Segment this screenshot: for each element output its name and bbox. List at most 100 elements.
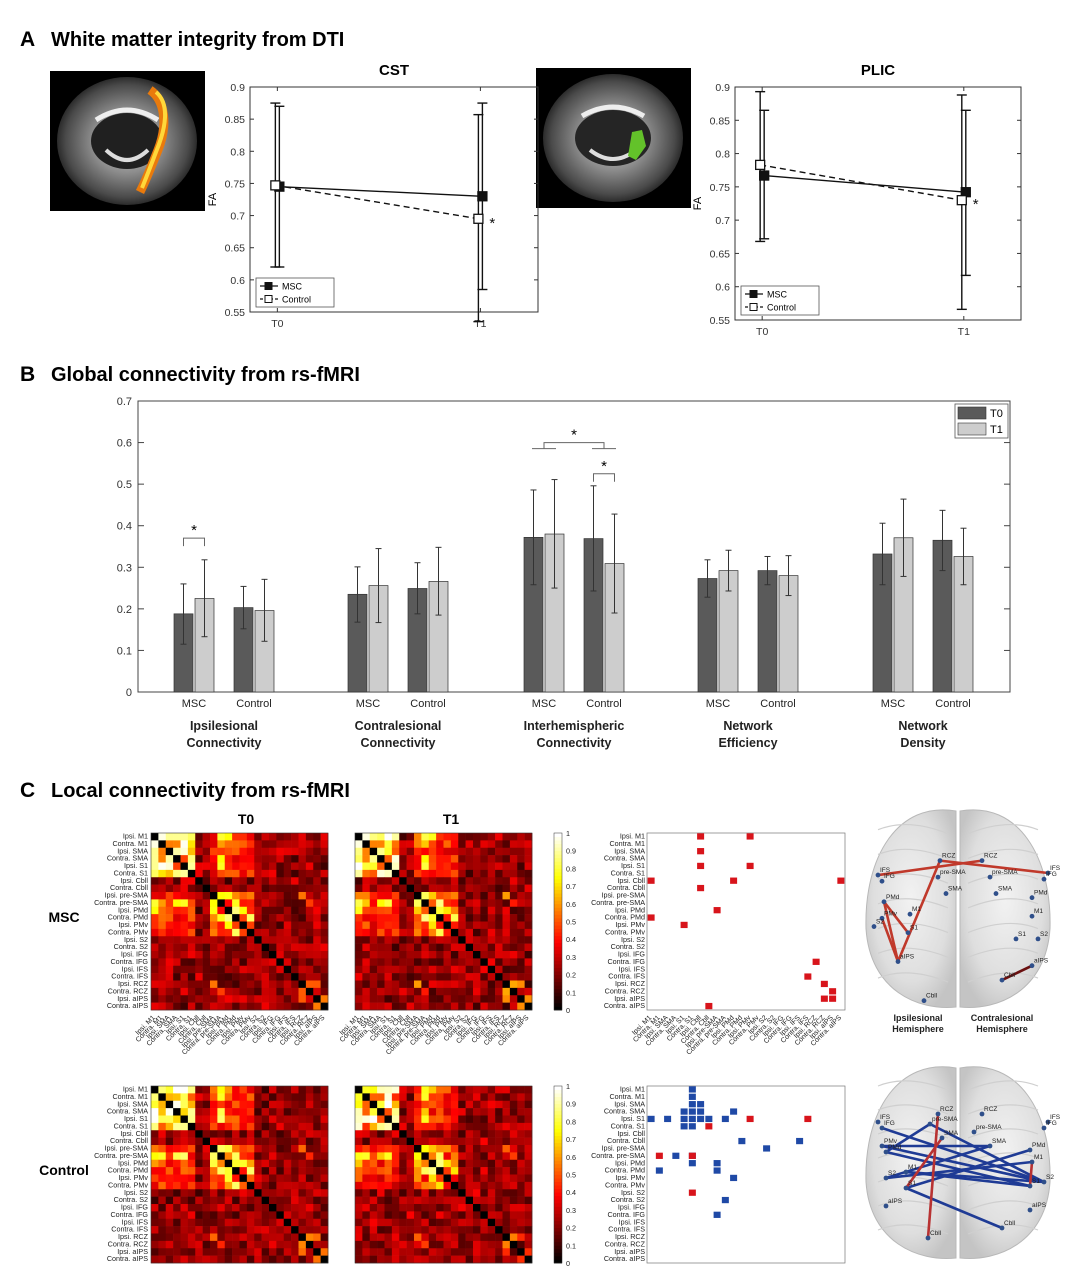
heatmap-cell (355, 928, 363, 937)
heatmap-cell (524, 906, 533, 915)
brain-node (927, 1121, 933, 1127)
heatmap-cell (276, 1137, 285, 1146)
heatmap-cell (524, 847, 533, 856)
heatmap-cell (369, 877, 378, 885)
colorbar-segment (554, 1213, 562, 1218)
heatmap-cell (524, 1233, 533, 1242)
heatmap-cell (305, 899, 314, 908)
heatmap-cell (276, 936, 285, 944)
heatmap-cell (480, 914, 489, 922)
heatmap-cell (487, 1122, 496, 1131)
heatmap-cell (151, 1159, 159, 1168)
heatmap-cell (384, 1196, 393, 1205)
heatmap-cell (443, 1189, 452, 1197)
heatmap-cell (362, 951, 371, 959)
heatmap-cell (473, 862, 481, 871)
x-tick-label: MSC (356, 698, 381, 710)
heatmap-cell (473, 921, 481, 930)
heatmap-cell (487, 965, 496, 974)
colorbar-segment (554, 1202, 562, 1207)
heatmap-cell (502, 1255, 511, 1264)
heatmap-cell (524, 892, 533, 900)
heatmap-cell (165, 958, 174, 967)
row-title-msc: MSC (48, 909, 79, 925)
heatmap-cell (487, 1100, 496, 1109)
heatmap-cell (298, 1152, 307, 1161)
heatmap-cell (151, 855, 159, 863)
heatmap-cell (421, 1115, 430, 1124)
heatmap-cell (487, 1189, 496, 1197)
changed-connection-cell (697, 1115, 705, 1123)
heatmap-cell (524, 1189, 533, 1197)
heatmap-cell (173, 951, 181, 959)
heatmap-cell (465, 973, 474, 981)
heatmap-cell (165, 1181, 174, 1190)
heatmap-cell (458, 965, 466, 974)
heatmap-cell (369, 1130, 378, 1138)
heatmap-cell (414, 973, 422, 981)
heatmap-cell (180, 1152, 189, 1161)
heatmap-cell (180, 980, 189, 989)
heatmap-cell (151, 1233, 159, 1242)
heatmap-cell (298, 914, 307, 922)
changed-connection-cell (713, 1167, 721, 1174)
heatmap-cell (320, 855, 329, 863)
heatmap-cell (195, 1255, 203, 1264)
heatmap-cell (283, 936, 292, 944)
brain-node-label: aIPS (888, 1198, 903, 1205)
heatmap-cell (283, 1152, 292, 1161)
heatmap-cell (399, 862, 407, 871)
brain-node (999, 1225, 1005, 1231)
heatmap-cell (165, 973, 174, 981)
heatmap-cell (246, 847, 255, 856)
heatmap-cell (428, 921, 437, 930)
changed-connection-cell (730, 1174, 738, 1182)
heatmap-cell (495, 965, 503, 974)
heatmap-cell (421, 958, 430, 967)
legend-label: MSC (282, 282, 303, 292)
heatmap-cell (450, 884, 459, 893)
heatmap-cell (298, 1174, 307, 1183)
heatmap-cell (291, 1086, 299, 1094)
region-row-label: Ipsi. M1 (123, 832, 148, 841)
connection-edge (926, 1112, 940, 1240)
heatmap-cell (298, 1189, 307, 1197)
heatmap-cell (224, 1174, 233, 1183)
group-label: Network (898, 719, 947, 733)
region-row-label: Contra. PMd (108, 913, 148, 922)
heatmap-cell (502, 1108, 511, 1116)
heatmap-control-t1 (354, 1085, 533, 1264)
heatmap-cell (232, 1204, 240, 1212)
colorbar-segment (554, 1121, 562, 1126)
heatmap-cell (165, 914, 174, 922)
heatmap-cell (495, 980, 503, 989)
heatmap-cell (224, 1145, 233, 1153)
heatmap-cell (355, 1226, 363, 1234)
heatmap-cell (458, 1130, 466, 1138)
heatmap-cell (391, 1152, 400, 1161)
heatmap-cell (173, 892, 181, 900)
colorbar-segment (554, 1128, 562, 1133)
colorbar-segment (554, 1234, 562, 1239)
heatmap-cell (320, 869, 329, 878)
heatmap-cell (202, 1196, 211, 1205)
colorbar-tick-label: 0.6 (566, 1153, 576, 1162)
heatmap-cell (195, 833, 203, 841)
heatmap-cell (517, 847, 525, 856)
heatmap-cell (239, 921, 248, 930)
heatmap-cell (313, 1093, 321, 1102)
heatmap-cell (305, 980, 314, 989)
heatmap-cell (509, 1181, 518, 1190)
connection-edge (904, 1136, 944, 1190)
heatmap-cell (443, 1002, 452, 1011)
heatmap-cell (210, 1100, 218, 1109)
colorbar-segment (554, 840, 562, 845)
heatmap-cell (517, 1145, 525, 1153)
heatmap-cell (165, 987, 174, 996)
colorbar-segment (554, 861, 562, 866)
heatmap-cell (254, 1255, 262, 1264)
brain-node (871, 924, 877, 929)
significance-bracket (183, 537, 205, 547)
heatmap-cell (487, 833, 496, 841)
heatmap-cell (436, 1093, 444, 1102)
